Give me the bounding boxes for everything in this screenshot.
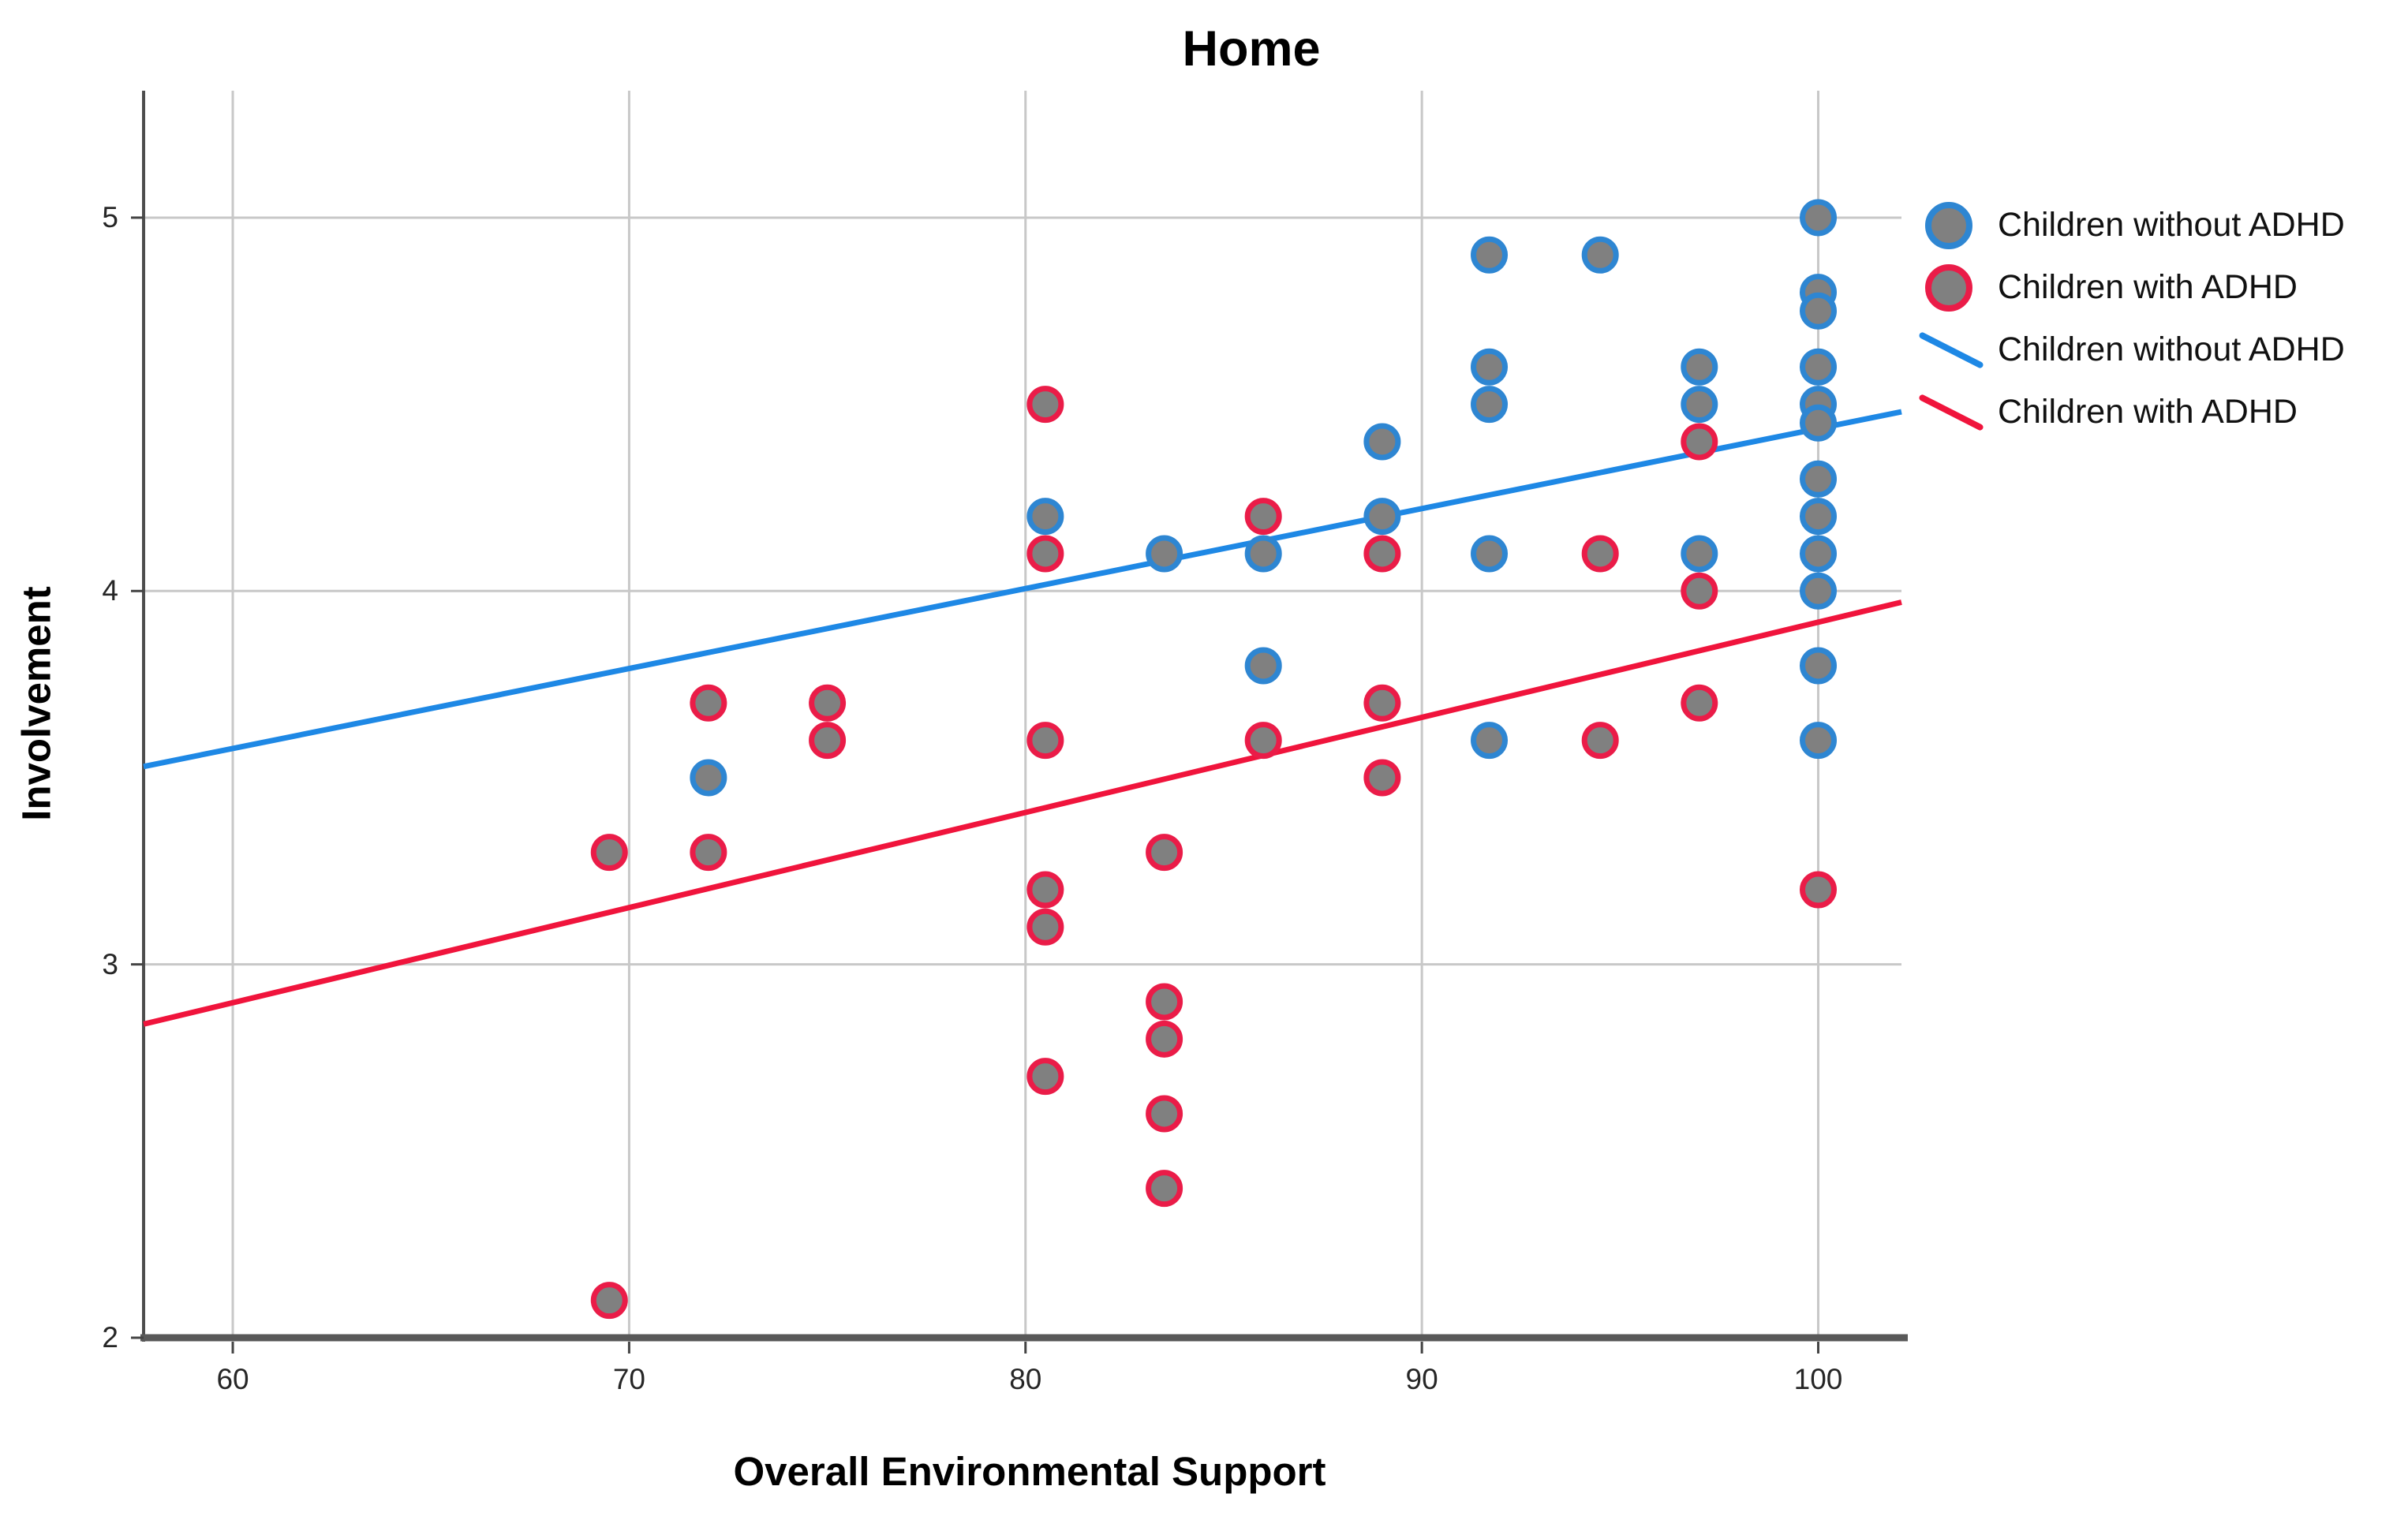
legend-item-marker-without-adhd: Children without ADHD (1916, 194, 2345, 256)
without-adhd-marker-icon (1925, 201, 1972, 249)
data-point (690, 759, 727, 797)
data-point (1244, 722, 1282, 760)
y-tick-label: 3 (102, 947, 118, 980)
legend-item-line-with-adhd: Children with ADHD (1916, 381, 2345, 443)
y-axis-title: Involvement (13, 586, 59, 821)
data-point (1026, 1058, 1064, 1096)
data-point (1800, 199, 1838, 237)
x-tick-label: 90 (1405, 1363, 1438, 1395)
y-tick-label: 2 (102, 1321, 118, 1354)
legend-item-line-without-adhd: Children without ADHD (1916, 319, 2345, 381)
x-tick-label: 60 (216, 1363, 249, 1395)
data-point (1146, 1020, 1183, 1058)
data-point (1800, 498, 1838, 536)
data-point (1146, 834, 1183, 872)
data-point (1471, 535, 1509, 573)
data-point (1800, 460, 1838, 498)
data-point (1581, 236, 1619, 274)
with-adhd-fitline-icon (1918, 393, 1984, 431)
data-point (1244, 535, 1282, 573)
y-tick-label: 5 (102, 200, 118, 233)
data-point (1026, 498, 1064, 536)
data-point (1581, 535, 1619, 573)
data-point (1800, 572, 1838, 610)
data-point (809, 684, 847, 722)
data-point (1471, 236, 1509, 274)
data-point (1363, 535, 1401, 573)
data-point (1146, 1170, 1183, 1208)
data-point (1471, 386, 1509, 424)
data-point (1363, 684, 1401, 722)
legend-label: Children without ADHD (1998, 330, 2345, 368)
data-point (1363, 423, 1401, 461)
data-point (1026, 535, 1064, 573)
legend: Children without ADHD Children with ADHD… (1916, 194, 2345, 443)
data-point (1800, 292, 1838, 330)
data-point (1800, 348, 1838, 386)
data-point (1681, 684, 1718, 722)
data-point (1681, 348, 1718, 386)
data-point (1471, 722, 1509, 760)
data-point (1026, 871, 1064, 909)
data-point (1681, 386, 1718, 424)
data-point (1026, 908, 1064, 946)
data-point (1146, 983, 1183, 1021)
data-point (1146, 535, 1183, 573)
data-point (1471, 348, 1509, 386)
data-point (690, 684, 727, 722)
data-point (1800, 722, 1838, 760)
data-point (1363, 498, 1401, 536)
data-point (1363, 759, 1401, 797)
data-point (1146, 1095, 1183, 1133)
data-point (1581, 722, 1619, 760)
y-tick-label: 4 (102, 574, 118, 607)
data-point (590, 834, 628, 872)
chart-title: Home (1182, 21, 1321, 77)
data-point (1681, 423, 1718, 461)
data-point (1681, 535, 1718, 573)
with-adhd-marker-icon (1925, 263, 1972, 312)
fit-line-blue (143, 409, 1902, 770)
data-point (690, 834, 727, 872)
data-point (1244, 498, 1282, 536)
data-point (1800, 404, 1838, 442)
x-tick-label: 70 (612, 1363, 645, 1395)
legend-label: Children without ADHD (1998, 206, 2345, 244)
data-point (809, 722, 847, 760)
data-point (590, 1282, 628, 1320)
legend-label: Children with ADHD (1998, 268, 2298, 306)
data-point (1681, 572, 1718, 610)
data-point (1800, 647, 1838, 685)
x-tick-label: 80 (1009, 1363, 1042, 1395)
x-tick-label: 100 (1793, 1363, 1843, 1395)
data-point (1800, 535, 1838, 573)
without-adhd-fitline-icon (1918, 330, 1984, 369)
data-point (1800, 871, 1838, 909)
data-point (1244, 647, 1282, 685)
fit-line-red (143, 599, 1902, 1027)
data-point (1026, 386, 1064, 424)
data-point (1026, 722, 1064, 760)
x-axis-title: Overall Environmental Support (733, 1449, 1326, 1494)
legend-label: Children with ADHD (1998, 393, 2298, 431)
legend-item-marker-with-adhd: Children with ADHD (1916, 256, 2345, 319)
